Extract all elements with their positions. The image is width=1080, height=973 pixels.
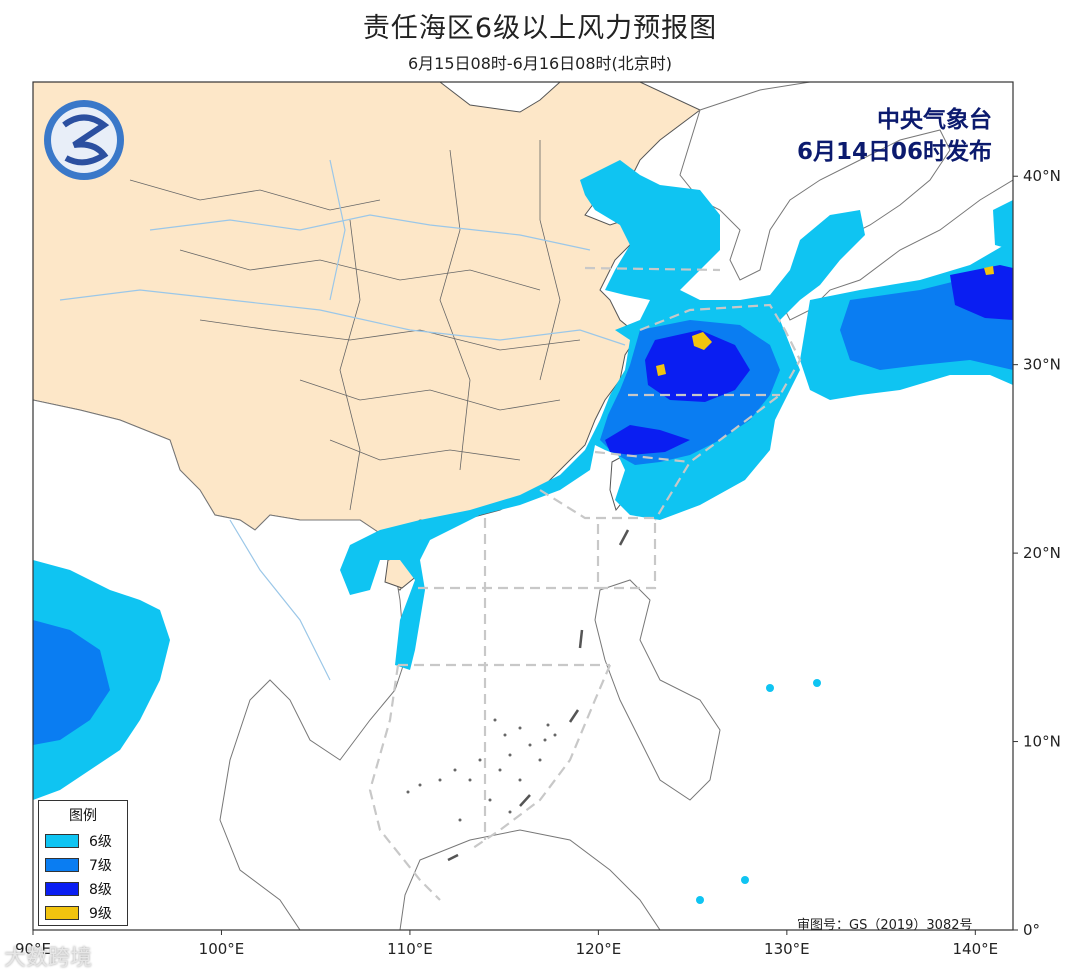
islets — [406, 718, 557, 822]
wind-level-9-areas — [656, 266, 994, 376]
legend-swatch-6 — [45, 834, 79, 848]
korea-japan-land — [679, 82, 1013, 321]
dash-line-marks — [447, 529, 630, 862]
cma-logo — [44, 100, 124, 180]
lat-tick-label: 40°N — [1023, 167, 1061, 185]
province-borders — [129, 140, 581, 511]
lon-tick-label: 90°E — [15, 940, 51, 958]
borneo-land — [399, 829, 661, 930]
legend-label-7: 7级 — [89, 858, 112, 874]
philippines-land — [594, 579, 721, 801]
issuer-block: 中央气象台 6月14日06时发布 — [797, 104, 992, 168]
lon-tick-label: 120°E — [576, 940, 622, 958]
legend-swatch-8 — [45, 882, 79, 896]
lat-tick-label: 30°N — [1023, 356, 1061, 374]
lon-tick-label: 110°E — [387, 940, 433, 958]
legend-item-8: 8级 — [39, 877, 127, 901]
lon-tick-label: 100°E — [199, 940, 245, 958]
lat-tick-label: 20°N — [1023, 544, 1061, 562]
lon-tick-label: 140°E — [953, 940, 999, 958]
lon-tick-label: 130°E — [764, 940, 810, 958]
issue-time: 6月14日06时发布 — [796, 139, 992, 165]
lat-tick-label: 0° — [1023, 921, 1040, 939]
legend-label-8: 8级 — [89, 882, 112, 898]
legend-box: 图例 6级 7级 8级 9级 — [38, 800, 128, 926]
legend-label-9: 9级 — [89, 906, 112, 922]
approval-number: 审图号：GS（2019）3082号 — [797, 918, 973, 933]
map-frame — [32, 81, 1014, 931]
lat-tick-label: 10°N — [1023, 733, 1061, 751]
latitude-axis: 0° 10°N 20°N 30°N 40°N — [1013, 167, 1061, 939]
issuer-name: 中央气象台 — [877, 107, 992, 133]
legend-item-6: 6级 — [39, 829, 127, 853]
rivers — [59, 159, 626, 681]
watermark-text: 大数跨境 — [4, 946, 93, 971]
legend-item-9: 9级 — [39, 901, 127, 925]
legend-swatch-9 — [45, 906, 79, 920]
map-title: 责任海区6级以上风力预报图 — [362, 13, 718, 44]
legend-label-6: 6级 — [89, 834, 112, 850]
wind-level-8-areas — [605, 265, 1013, 455]
map-subtitle: 6月15日08时-6月16日08时(北京时) — [407, 54, 673, 73]
legend-swatch-7 — [45, 858, 79, 872]
responsibility-zone-lines — [368, 266, 802, 901]
legend-item-7: 7级 — [39, 853, 127, 877]
legend-title: 图例 — [69, 808, 97, 824]
longitude-axis: 90°E 100°E 110°E 120°E 130°E 140°E — [15, 930, 998, 958]
